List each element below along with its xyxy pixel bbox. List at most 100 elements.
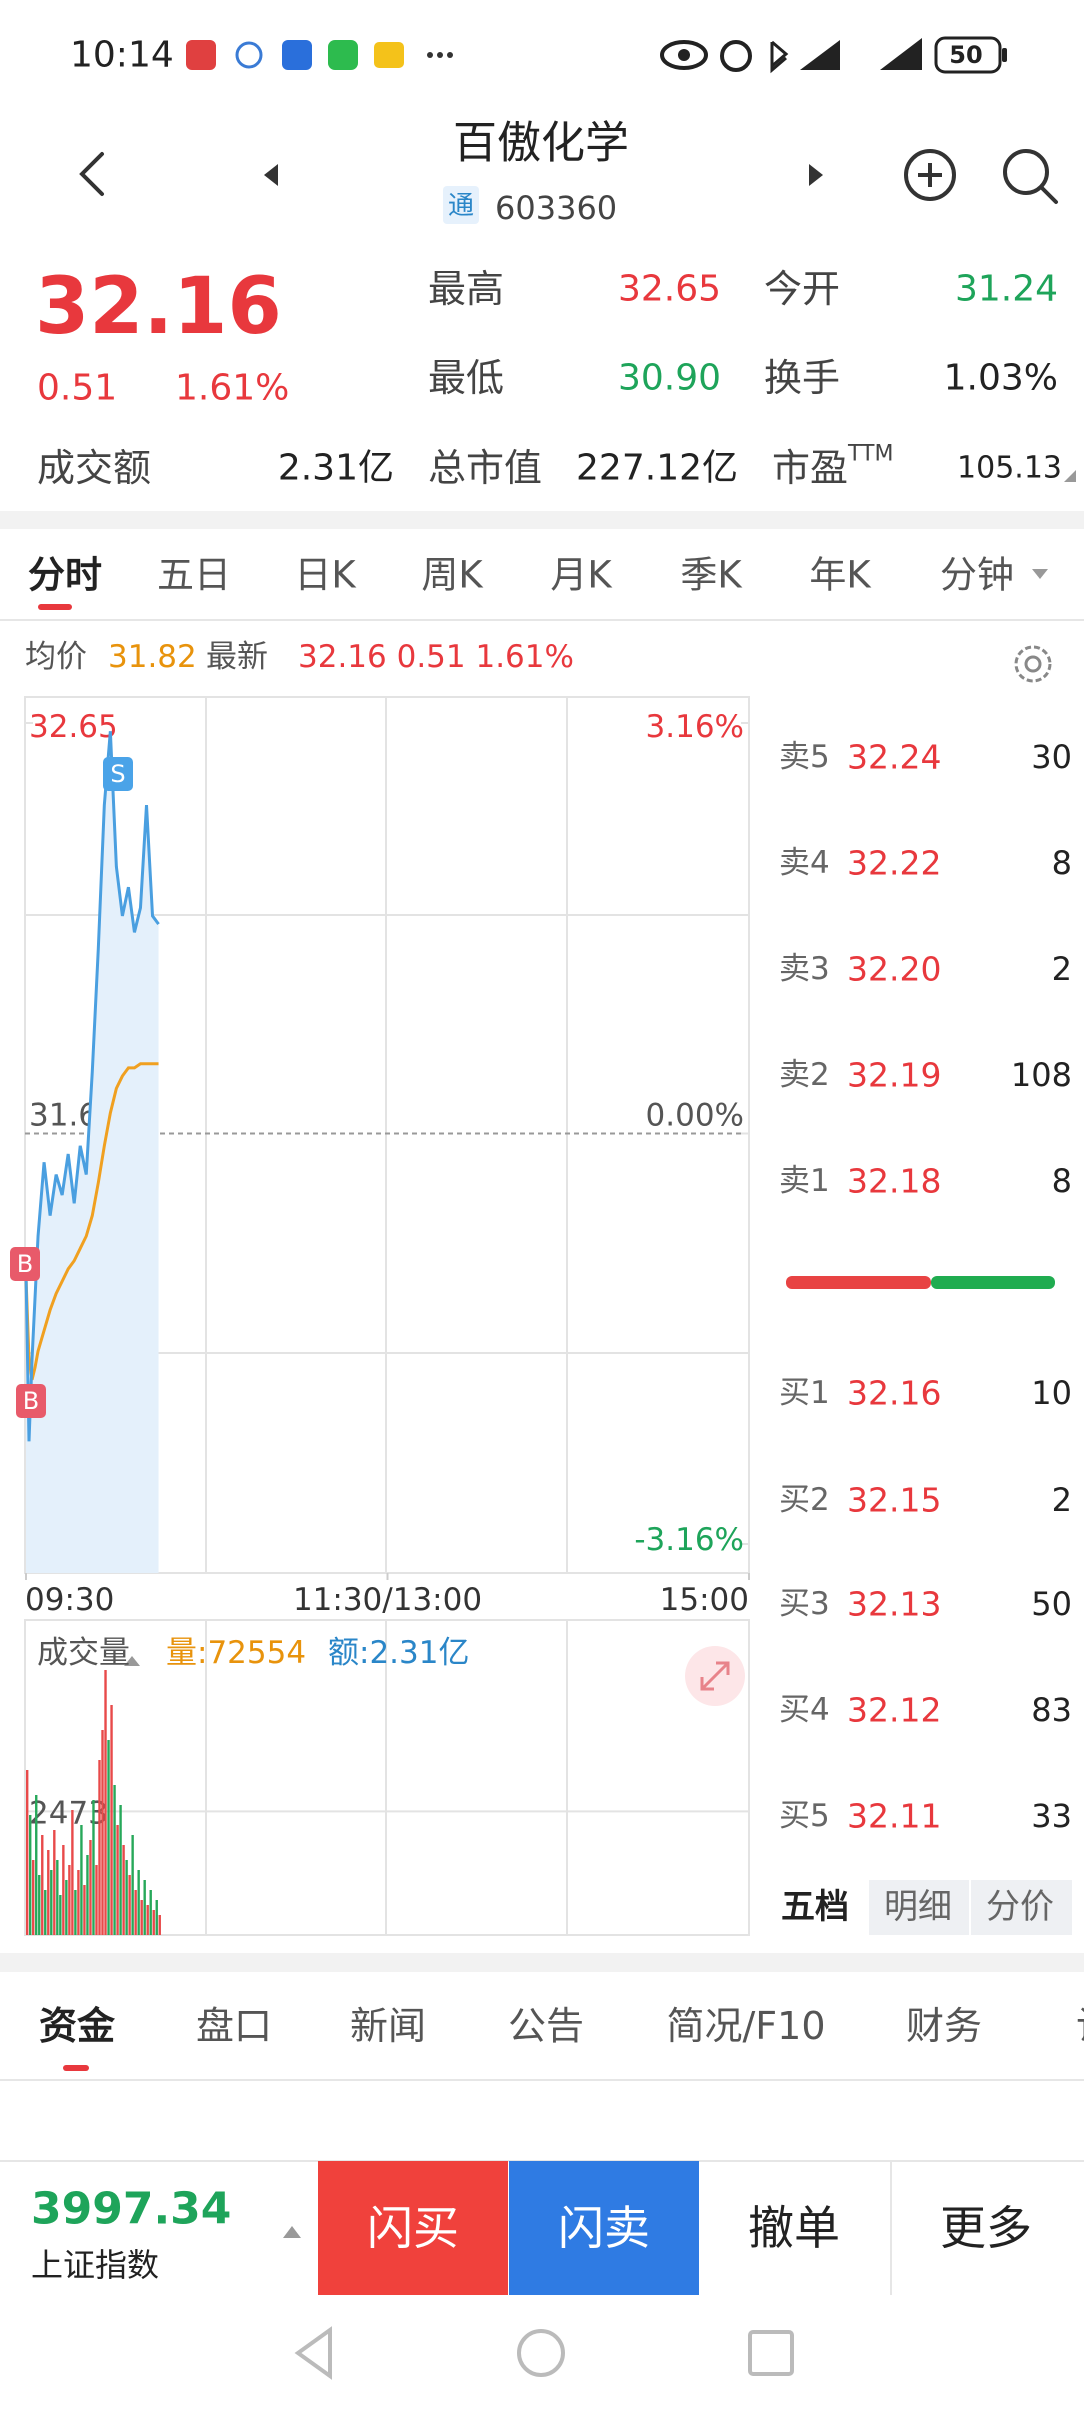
volume-bar	[56, 1860, 59, 1935]
stat-label: 换手	[764, 356, 840, 400]
app-icon	[282, 40, 312, 70]
chart-tab[interactable]: 日K	[294, 554, 357, 597]
dropdown-arrow[interactable]	[124, 1656, 140, 1666]
volume-amount: 量:72554	[166, 1635, 306, 1671]
action-button-label[interactable]: 闪卖	[558, 2201, 650, 2255]
book-volume: 50	[1031, 1585, 1072, 1623]
alarm-icon	[720, 40, 752, 72]
dropdown-arrow[interactable]	[1032, 569, 1048, 579]
trade-marker-bg	[103, 757, 133, 791]
volume-bar	[137, 1870, 140, 1935]
add-plus	[918, 163, 942, 187]
x-tick-label: 11:30/13:00	[293, 1582, 482, 1618]
volume-bar	[29, 1815, 32, 1935]
book-level: 买5	[779, 1798, 830, 1834]
book-price: 32.11	[847, 1797, 941, 1836]
search-circle	[1003, 149, 1049, 195]
section-tab[interactable]: 盘口	[196, 2004, 272, 2048]
volume-bar	[89, 1840, 92, 1935]
volume-bar	[71, 1810, 74, 1935]
volume-bar	[122, 1845, 125, 1935]
stat-label: 总市值	[428, 446, 542, 490]
section-tab[interactable]: 公告	[508, 2004, 584, 2048]
section-tab[interactable]: 简况/F10	[666, 2004, 825, 2048]
volume-bar	[104, 1670, 107, 1935]
section-tab[interactable]: 诊	[1076, 2004, 1084, 2048]
nav-home[interactable]	[517, 2329, 565, 2377]
chart-tab[interactable]: 季K	[680, 554, 743, 597]
app-icon	[186, 40, 216, 70]
stat-value: 32.65	[618, 269, 721, 310]
app-icon	[235, 41, 263, 69]
eye-icon	[678, 49, 690, 61]
index-value[interactable]: 3997.34	[31, 2184, 231, 2235]
next-stock[interactable]	[809, 164, 823, 186]
bid-ratio	[931, 1276, 1055, 1289]
volume-title[interactable]: 成交量	[37, 1635, 130, 1671]
chart-tab[interactable]: 年K	[809, 554, 872, 597]
corner-mark	[1064, 470, 1076, 482]
stat-value: 2.31亿	[278, 448, 394, 489]
chart-tab[interactable]: 分钟	[940, 554, 1014, 597]
section-tab[interactable]: 财务	[906, 2004, 982, 2048]
back-button[interactable]	[79, 152, 104, 196]
settings-icon[interactable]	[1014, 645, 1052, 683]
chart-tab[interactable]: 分时	[28, 554, 102, 597]
volume-bar	[62, 1845, 65, 1935]
book-level: 买2	[779, 1482, 830, 1518]
app-icon	[328, 40, 358, 70]
stat-value: 1.03%	[944, 358, 1058, 399]
volume-bar	[134, 1890, 137, 1935]
volume-bar	[107, 1740, 110, 1935]
action-button-label[interactable]: 撤单	[748, 2201, 840, 2255]
action-button-label[interactable]: 更多	[940, 2201, 1032, 2255]
stat-label: 成交额	[37, 446, 151, 490]
book-level: 买3	[779, 1586, 830, 1622]
book-tab[interactable]: 五档	[781, 1887, 849, 1927]
volume-bar	[35, 1795, 38, 1935]
flash-buy-button[interactable]	[318, 2161, 508, 2295]
chart-tab[interactable]: 周K	[421, 554, 484, 597]
volume-bar	[98, 1760, 101, 1935]
dot	[437, 52, 443, 58]
y2-tick-label: 3.16%	[646, 709, 744, 745]
book-price: 32.19	[847, 1056, 941, 1095]
ask-ratio	[786, 1276, 931, 1289]
nav-back[interactable]	[294, 2326, 332, 2380]
volume-bar	[86, 1855, 89, 1935]
volume-bar	[77, 1870, 80, 1935]
stat-value: 30.90	[618, 358, 721, 399]
volume-bar	[32, 1860, 35, 1935]
volume-bar	[113, 1785, 116, 1935]
section-tab[interactable]: 新闻	[350, 2004, 426, 2048]
search-button[interactable]	[1003, 149, 1058, 204]
book-level: 卖2	[779, 1057, 830, 1093]
badge-bg	[443, 186, 479, 224]
book-level: 卖5	[779, 739, 830, 775]
index-arrow[interactable]	[283, 2226, 301, 2238]
book-price: 32.22	[847, 844, 941, 883]
section-tab[interactable]: 资金	[39, 2004, 116, 2048]
action-button-label[interactable]: 闪买	[367, 2201, 459, 2255]
index-name[interactable]: 上证指数	[31, 2246, 159, 2284]
expand-button[interactable]	[685, 1646, 745, 1706]
chart-tab[interactable]: 月K	[550, 554, 613, 597]
trade-marker: B	[17, 1250, 33, 1278]
book-price: 32.24	[847, 738, 941, 777]
stat-label-sup: TTM	[847, 442, 893, 467]
volume-bar	[143, 1880, 146, 1935]
volume-bar	[95, 1865, 98, 1935]
nav-recent[interactable]	[748, 2330, 794, 2376]
prev-stock[interactable]	[264, 164, 278, 186]
dot	[447, 52, 453, 58]
gear	[1014, 645, 1052, 683]
chart-tab[interactable]: 五日	[157, 554, 231, 597]
add-button[interactable]	[904, 149, 956, 201]
eye-icon	[660, 40, 708, 70]
book-level: 卖3	[779, 951, 830, 987]
book-tab[interactable]: 分价	[986, 1887, 1054, 1927]
book-tab[interactable]: 明细	[884, 1887, 952, 1927]
flash-sell-button[interactable]	[509, 2161, 699, 2295]
tab-underline	[38, 604, 72, 610]
